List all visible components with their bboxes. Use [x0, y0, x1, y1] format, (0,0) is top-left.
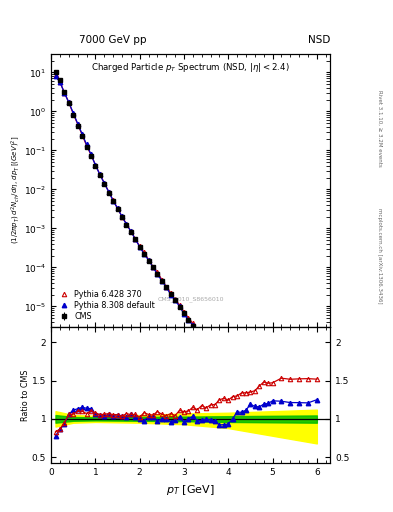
Pythia 8.308 default [314, 480, 319, 486]
Legend: Pythia 6.428 370, Pythia 8.308 default, CMS: Pythia 6.428 370, Pythia 8.308 default, … [55, 289, 157, 323]
Text: CMS_2010_S8656010: CMS_2010_S8656010 [157, 296, 224, 303]
Pythia 6.428 370 [306, 466, 310, 472]
Text: Rivet 3.1.10, ≥ 3.2M events: Rivet 3.1.10, ≥ 3.2M events [377, 90, 382, 166]
Pythia 8.308 default [80, 131, 84, 137]
Text: NSD: NSD [308, 35, 330, 45]
Pythia 6.428 370 [97, 172, 102, 178]
Pythia 6.428 370 [53, 72, 58, 78]
Pythia 8.308 default [306, 470, 310, 476]
Pythia 6.428 370 [266, 418, 270, 424]
Pythia 8.308 default [266, 421, 270, 428]
Line: Pythia 6.428 370: Pythia 6.428 370 [53, 73, 319, 482]
Y-axis label: $(1/2\pi p_T)\, d^2N_{ch}/d\eta,\, dp_T\, [(GeV)^2]$: $(1/2\pi p_T)\, d^2N_{ch}/d\eta,\, dp_T\… [9, 136, 22, 245]
Pythia 6.428 370 [314, 477, 319, 483]
Text: Charged Particle $p_T$ Spectrum (NSD, $|\eta| < 2.4$): Charged Particle $p_T$ Spectrum (NSD, $|… [91, 60, 290, 74]
Pythia 6.428 370 [111, 197, 116, 203]
Pythia 8.308 default [142, 251, 147, 257]
Text: mcplots.cern.ch [arXiv:1306.3436]: mcplots.cern.ch [arXiv:1306.3436] [377, 208, 382, 304]
Pythia 8.308 default [53, 73, 58, 79]
Pythia 8.308 default [97, 172, 102, 178]
Pythia 8.308 default [111, 198, 116, 204]
Y-axis label: Ratio to CMS: Ratio to CMS [22, 369, 31, 421]
X-axis label: $p_T$ [GeV]: $p_T$ [GeV] [166, 483, 215, 497]
Line: Pythia 8.308 default: Pythia 8.308 default [53, 74, 319, 485]
Pythia 6.428 370 [142, 249, 147, 255]
Text: 7000 GeV pp: 7000 GeV pp [79, 35, 146, 45]
Pythia 6.428 370 [80, 132, 84, 138]
